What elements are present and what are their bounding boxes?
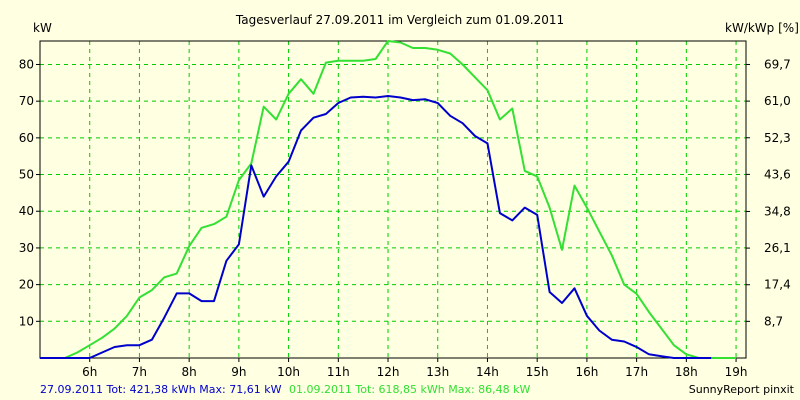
- x-tick-label: 18h: [675, 365, 698, 379]
- y-right-tick-label: 26,1: [764, 241, 791, 255]
- y-tick-label: 50: [19, 168, 34, 182]
- y-tick-label: 20: [19, 278, 34, 292]
- x-tick-label: 19h: [725, 365, 748, 379]
- legend-entry-1: 27.09.2011 Tot: 421,38 kWh Max: 71,61 kW…: [40, 383, 531, 396]
- legend-series-2-text: 01.09.2011 Tot: 618,85 kWh Max: 86,48 kW: [289, 383, 531, 396]
- x-tick-label: 6h: [82, 365, 97, 379]
- x-tick-label: 9h: [231, 365, 246, 379]
- y-tick-label: 70: [19, 94, 34, 108]
- x-tick-label: 11h: [327, 365, 350, 379]
- series-line-1: [40, 95, 712, 359]
- x-tick-label: 14h: [476, 365, 499, 379]
- y-right-tick-label: 34,8: [764, 204, 791, 218]
- y-tick-label: 60: [19, 131, 34, 145]
- y-right-tick-label: 17,4: [764, 278, 791, 292]
- y-axis-right-label: kW/kWp [%]: [725, 21, 799, 35]
- y-right-tick-label: 8,7: [764, 314, 783, 328]
- x-tick-label: 10h: [277, 365, 300, 379]
- x-tick-label: 13h: [426, 365, 449, 379]
- y-right-tick-label: 61,0: [764, 94, 791, 108]
- y-right-tick-label: 69,7: [764, 57, 791, 71]
- legend-series-1-text: 27.09.2011 Tot: 421,38 kWh Max: 71,61 kW: [40, 383, 282, 396]
- x-tick-label: 16h: [575, 365, 598, 379]
- x-tick-label: 8h: [182, 365, 197, 379]
- y-tick-label: 80: [19, 57, 34, 71]
- x-tick-label: 15h: [526, 365, 549, 379]
- y-right-tick-label: 43,6: [764, 167, 791, 181]
- series-line-2: [40, 40, 737, 359]
- axis-ticks: 6h 7h 8h 9h 10h 11h 12h 13h 14h 15h 16h 17h 18h 19h 10…: [19, 57, 791, 379]
- chart-title: Tagesverlauf 27.09.2011 im Vergleich zum…: [235, 13, 564, 27]
- y-axis-left-label: kW: [33, 21, 52, 35]
- x-tick-label: 12h: [377, 365, 400, 379]
- y-tick-label: 10: [19, 314, 34, 328]
- y-right-tick-label: 52,3: [764, 131, 791, 145]
- grid-lines: [40, 41, 746, 358]
- brand-label: SunnyReport pinxit: [689, 383, 795, 396]
- series-layer: [40, 40, 737, 359]
- x-tick-label: 17h: [625, 365, 648, 379]
- y-tick-label: 40: [19, 204, 34, 218]
- plot-frame: [39, 40, 747, 359]
- y-tick-label: 30: [19, 241, 34, 255]
- x-tick-label: 7h: [132, 365, 147, 379]
